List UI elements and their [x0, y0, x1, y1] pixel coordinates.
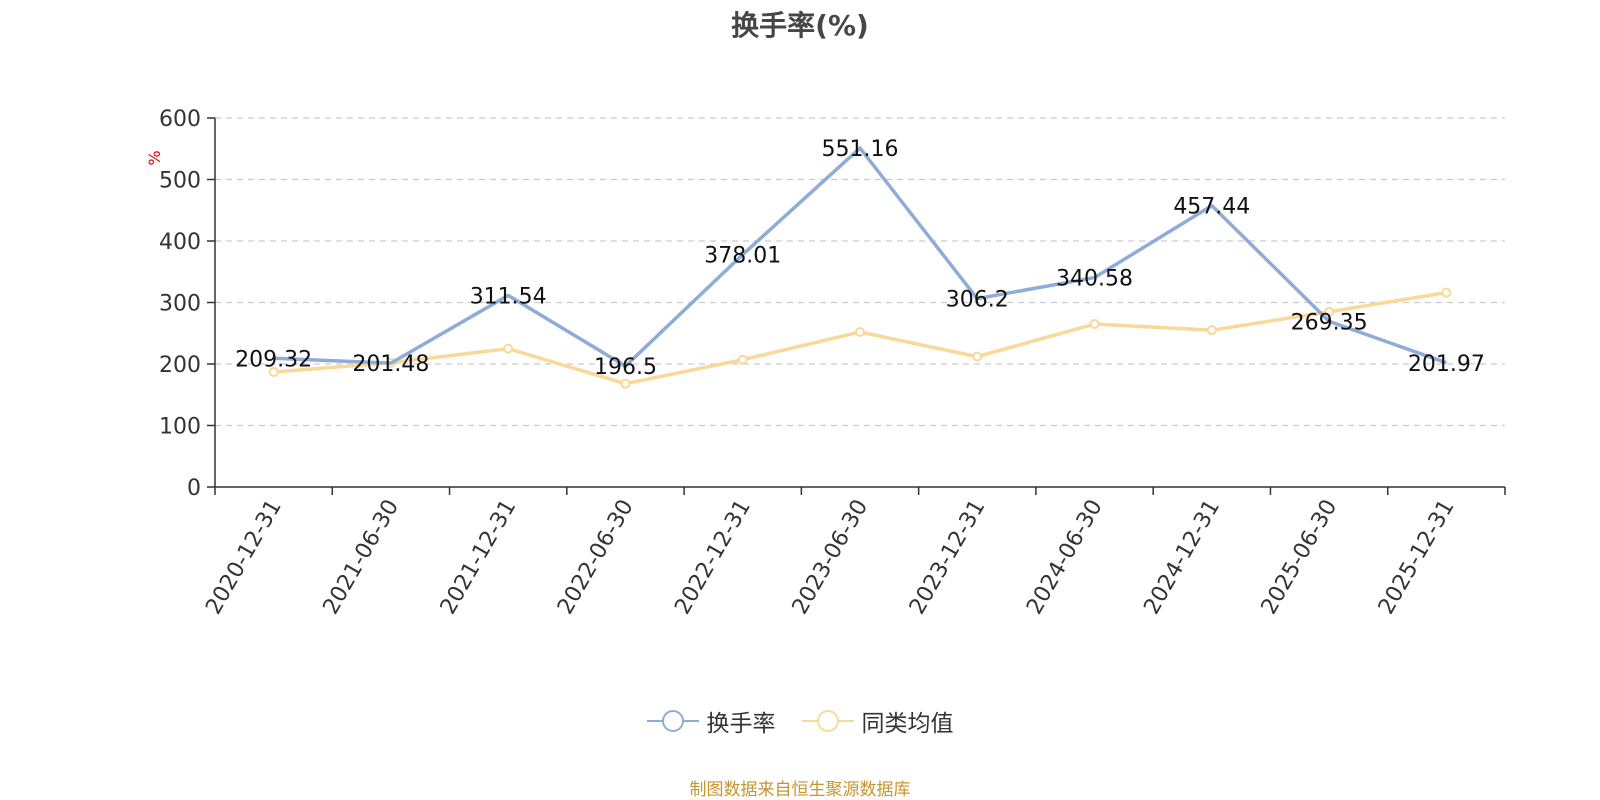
data-point-peer-average — [1441, 287, 1452, 298]
legend-item-peer-average[interactable]: 同类均值 — [801, 704, 954, 738]
x-tick-label: 2023-06-30 — [788, 496, 874, 619]
data-point-peer-average — [1324, 306, 1335, 317]
data-point-peer-average — [620, 378, 631, 389]
data-label-turnover: 209.32 — [235, 347, 312, 372]
data-point-peer-average — [268, 366, 279, 377]
gridlines — [215, 117, 1505, 427]
legend-marker-turnover-icon — [646, 710, 699, 732]
y-tick-label: 200 — [159, 353, 201, 378]
y-tick-label: 0 — [187, 476, 201, 501]
y-tick-label: 600 — [159, 107, 201, 132]
series-line-turnover — [273, 146, 1447, 368]
x-tick-label: 2022-06-30 — [553, 496, 639, 619]
data-labels: 209.32 201.48 311.54 196.5 378.01 551.16 306.2… — [235, 137, 1485, 380]
data-point-peer-average — [737, 354, 748, 365]
data-label-turnover: 378.01 — [704, 244, 781, 269]
chart-title: 换手率(%) — [731, 9, 869, 42]
x-tick-label: 2025-12-31 — [1374, 496, 1460, 619]
data-label-turnover: 551.16 — [822, 137, 899, 162]
legend-marker-peer-average-icon — [801, 710, 854, 732]
data-label-turnover: 269.35 — [1291, 310, 1368, 335]
data-label-turnover: 306.2 — [946, 288, 1009, 313]
data-label-turnover: 201.97 — [1408, 352, 1485, 377]
x-tick-label: 2023-12-31 — [905, 496, 991, 619]
data-point-peer-average — [972, 351, 983, 362]
x-tick-label: 2020-12-31 — [201, 496, 287, 619]
legend: 换手率 同类均值 — [0, 704, 1600, 738]
x-tick-label: 2024-12-31 — [1139, 496, 1225, 619]
series-line-peer-average — [273, 290, 1447, 386]
data-point-peer-average — [855, 327, 865, 338]
legend-label-peer-average: 同类均值 — [861, 711, 954, 737]
data-label-turnover: 457.44 — [1173, 195, 1250, 220]
x-tick-label: 2021-06-30 — [319, 496, 405, 619]
data-label-turnover: 201.48 — [352, 352, 429, 377]
data-point-peer-average — [503, 343, 514, 354]
legend-item-turnover[interactable]: 换手率 — [646, 704, 776, 738]
x-tick-label: 2021-12-31 — [436, 496, 522, 619]
x-tick-label: 2025-06-30 — [1257, 496, 1343, 619]
data-label-turnover: 196.5 — [594, 355, 657, 380]
data-label-turnover: 340.58 — [1056, 267, 1133, 292]
y-tick-label: 400 — [159, 230, 201, 255]
legend-label-turnover: 换手率 — [706, 711, 776, 737]
y-axis-label: % — [145, 150, 164, 165]
y-tick-label: 300 — [159, 292, 201, 317]
source-note: 制图数据来自恒生聚源数据库 — [689, 780, 911, 800]
data-point-peer-average — [1089, 319, 1100, 330]
data-label-turnover: 311.54 — [470, 284, 547, 309]
y-tick-label: 500 — [159, 169, 201, 194]
data-point-peer-average — [1206, 325, 1217, 336]
series-lines — [268, 146, 1452, 389]
x-tick-label: 2024-06-30 — [1022, 496, 1108, 619]
x-tick-label: 2022-12-31 — [670, 496, 756, 619]
y-tick-label: 100 — [159, 415, 201, 440]
